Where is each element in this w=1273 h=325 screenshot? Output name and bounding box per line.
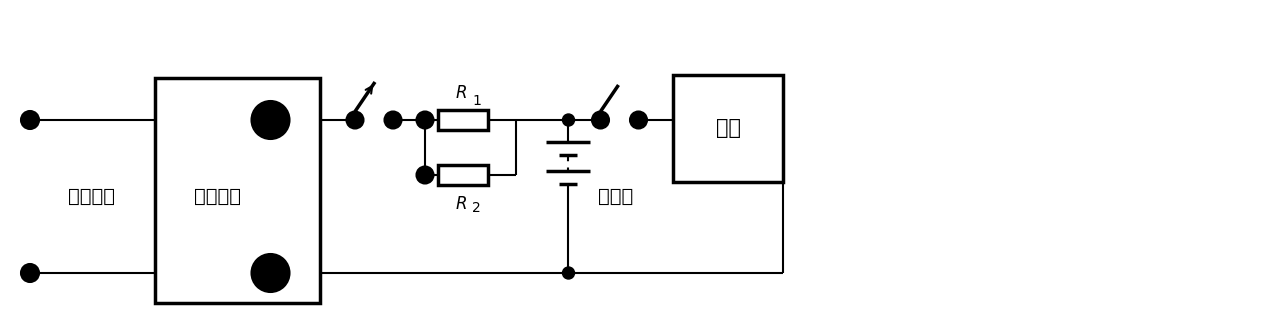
Circle shape (563, 114, 574, 126)
Text: 电池组: 电池组 (598, 187, 634, 206)
Circle shape (592, 111, 608, 128)
Text: R: R (456, 84, 467, 102)
Text: 交流输入: 交流输入 (69, 187, 116, 206)
Bar (155, 78, 320, 303)
Text: 1: 1 (472, 94, 481, 108)
Circle shape (416, 111, 434, 128)
Circle shape (252, 101, 289, 139)
Circle shape (563, 267, 574, 279)
Text: 直流电源: 直流电源 (195, 187, 241, 206)
Text: −: − (264, 264, 278, 282)
Text: 负载: 负载 (715, 119, 741, 138)
Circle shape (252, 254, 289, 292)
Circle shape (384, 111, 401, 128)
Circle shape (630, 111, 647, 128)
Circle shape (20, 111, 39, 129)
Bar (438, 165, 489, 185)
Circle shape (346, 111, 364, 128)
Text: +: + (264, 111, 278, 129)
Text: 2: 2 (472, 201, 481, 215)
Circle shape (20, 264, 39, 282)
Text: R: R (456, 195, 467, 213)
Circle shape (416, 166, 434, 184)
Bar (673, 75, 783, 182)
Bar (438, 110, 489, 130)
